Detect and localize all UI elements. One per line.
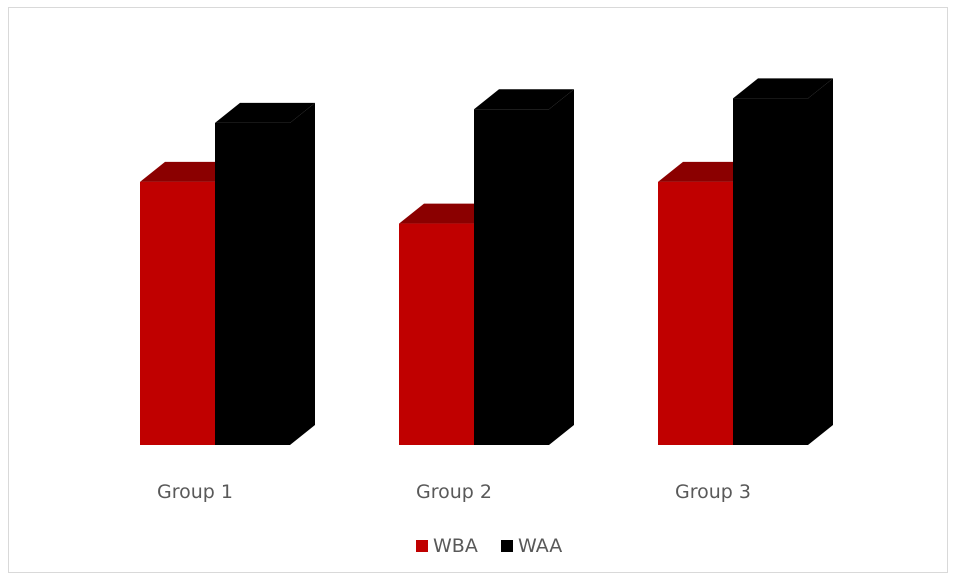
bar-side-face bbox=[290, 102, 315, 446]
legend-item-wba: WBA bbox=[416, 535, 478, 557]
legend-swatch bbox=[416, 540, 428, 552]
bar-front-face bbox=[140, 181, 215, 445]
bars-layer bbox=[140, 78, 833, 446]
bar-front-face bbox=[474, 109, 549, 445]
x-tick-label: Group 3 bbox=[675, 481, 751, 503]
bar-side-face bbox=[549, 89, 574, 445]
legend-label: WBA bbox=[433, 535, 478, 557]
bar-front-face bbox=[658, 181, 733, 445]
legend-label: WAA bbox=[518, 535, 562, 557]
x-tick-label: Group 2 bbox=[416, 481, 492, 503]
bar-waa-group-2 bbox=[474, 89, 574, 445]
bar-top-face bbox=[474, 89, 574, 110]
bar-front-face bbox=[399, 223, 474, 445]
bar-top-face bbox=[215, 102, 315, 123]
bar-waa-group-1 bbox=[215, 102, 315, 446]
legend-swatch bbox=[501, 540, 513, 552]
bar-side-face bbox=[808, 78, 833, 446]
x-axis-tick-labels: Group 1 Group 2 Group 3 bbox=[157, 481, 751, 503]
bar-front-face bbox=[733, 98, 808, 446]
x-tick-label: Group 1 bbox=[157, 481, 233, 503]
legend: WBA WAA bbox=[416, 535, 562, 557]
legend-item-waa: WAA bbox=[501, 535, 562, 557]
bar-front-face bbox=[215, 122, 290, 446]
bar-waa-group-3 bbox=[733, 78, 833, 446]
bar-top-face bbox=[733, 78, 833, 99]
